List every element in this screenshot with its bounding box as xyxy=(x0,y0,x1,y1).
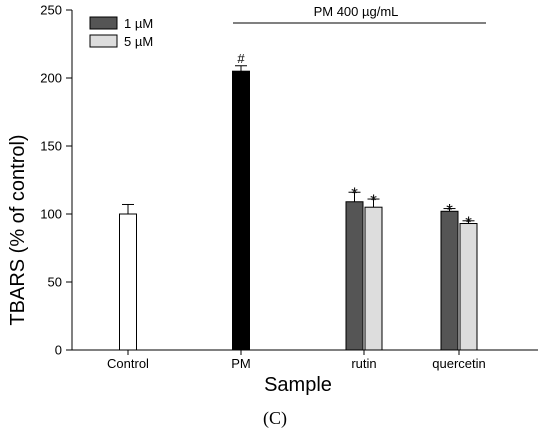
y-tick-label: 50 xyxy=(48,275,62,290)
bracket-label: PM 400 µg/mL xyxy=(314,4,399,19)
significance-mark: * xyxy=(465,213,472,232)
y-tick-label: 0 xyxy=(55,343,62,358)
legend-label: 5 µM xyxy=(124,34,153,49)
legend-label: 1 µM xyxy=(124,16,153,31)
legend: 1 µM 5 µM xyxy=(89,16,153,49)
y-tick-label: 100 xyxy=(40,207,62,222)
x-axis-label: Sample xyxy=(264,374,332,396)
bar xyxy=(345,201,364,351)
y-axis-label: TBARS (% of control) xyxy=(7,134,29,325)
bar xyxy=(440,210,459,351)
y-tick-label: 150 xyxy=(40,139,62,154)
bar xyxy=(119,213,137,351)
legend-swatch xyxy=(89,34,118,48)
figure-caption: (C) xyxy=(263,408,287,428)
x-tick-label: quercetin xyxy=(432,356,485,371)
bar xyxy=(232,70,250,351)
x-tick-label: Control xyxy=(107,356,149,371)
bars: # * * * * xyxy=(119,51,478,351)
y-tick-label: 200 xyxy=(40,71,62,86)
bar xyxy=(364,206,383,351)
axes: 0 50 100 150 200 250 Control PM rutin quercetin xyxy=(40,3,538,371)
y-tick-label: 250 xyxy=(40,3,62,18)
bar xyxy=(459,223,478,351)
legend-swatch xyxy=(89,16,118,30)
x-tick-label: rutin xyxy=(351,356,376,371)
significance-mark: * xyxy=(351,184,358,203)
x-tick-label: PM xyxy=(231,356,251,371)
significance-mark: # xyxy=(237,51,245,66)
significance-mark: * xyxy=(370,191,377,210)
significance-mark: * xyxy=(446,201,453,220)
